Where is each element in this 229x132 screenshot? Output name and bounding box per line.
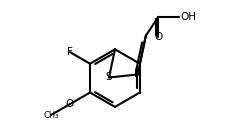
Text: CH₃: CH₃ — [43, 111, 58, 120]
Text: F: F — [67, 47, 73, 57]
Text: OH: OH — [180, 12, 195, 22]
Text: S: S — [105, 72, 112, 82]
Text: O: O — [65, 99, 74, 109]
Text: O: O — [154, 32, 162, 42]
Text: N: N — [133, 69, 141, 79]
